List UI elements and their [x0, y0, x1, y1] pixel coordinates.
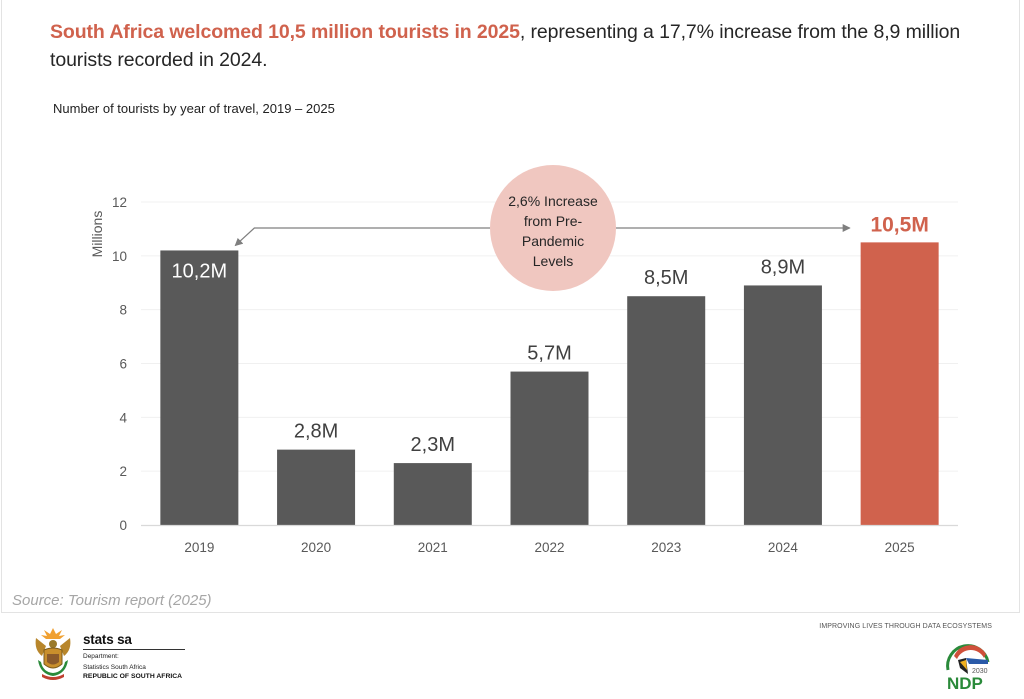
headline-highlight: South Africa welcomed 10,5 million touri…: [50, 21, 520, 43]
data-label: 8,5M: [644, 267, 688, 289]
x-tick-label: 2019: [184, 540, 214, 555]
data-labels: 10,2M 2,8M 2,3M 5,7M 8,5M 8,9M 10,5M: [172, 213, 929, 456]
annotation-callout: 2,6% Increase from Pre- Pandemic Levels: [234, 165, 851, 291]
callout-text-line: Levels: [533, 253, 573, 269]
bar-2019: [160, 250, 239, 525]
x-tick-label: 2020: [301, 540, 331, 555]
source-note: Source: Tourism report (2025): [12, 592, 212, 609]
callout-text-line: from Pre-: [524, 213, 583, 229]
y-tick-label: 10: [112, 249, 127, 264]
y-axis-label: Millions: [89, 211, 105, 258]
x-tick-label: 2024: [768, 540, 799, 555]
data-label: 8,9M: [761, 256, 805, 278]
department-name: Statistics South Africa: [83, 664, 146, 671]
x-tick-label: 2023: [651, 540, 681, 555]
bar-2024: [743, 285, 822, 525]
arrow-to-2019: [234, 227, 490, 247]
data-label: 2,8M: [294, 421, 338, 443]
bar-2020: [277, 449, 356, 525]
chart-subtitle: Number of tourists by year of travel, 20…: [53, 101, 335, 116]
y-tick-label: 8: [119, 303, 127, 318]
data-label: 5,7M: [527, 343, 571, 365]
x-tick-label: 2022: [534, 540, 564, 555]
callout-text-line: 2,6% Increase: [508, 193, 598, 209]
y-axis-ticks: 0 2 4 6 8 10 12: [112, 195, 128, 533]
stats-sa-brand: stats sa Department: Statistics South Af…: [83, 632, 187, 681]
coat-of-arms-icon: [35, 628, 71, 680]
bar-2022: [510, 371, 589, 525]
bars: [160, 242, 939, 525]
department-label: Department:: [83, 653, 119, 660]
content-frame: [1, 0, 1020, 613]
y-tick-label: 6: [119, 357, 127, 372]
bar-2025: [860, 242, 939, 525]
callout-text-line: Pandemic: [522, 233, 584, 249]
x-tick-label: 2021: [418, 540, 448, 555]
y-tick-label: 4: [119, 410, 127, 425]
data-label: 2,3M: [411, 434, 455, 456]
y-tick-label: 0: [119, 518, 127, 533]
headline: South Africa welcomed 10,5 million touri…: [50, 18, 1000, 74]
y-tick-label: 12: [112, 195, 127, 210]
ndp-text: NDP: [947, 674, 983, 692]
republic-label: REPUBLIC OF SOUTH AFRICA: [83, 673, 183, 680]
ndp-2030-logo-icon: 2030 NDP: [946, 644, 990, 692]
y-tick-label: 2: [119, 464, 127, 479]
callout-circle: [490, 165, 616, 291]
tagline: IMPROVING LIVES THROUGH DATA ECOSYSTEMS: [819, 623, 992, 630]
headline-rest: , representing a 17,7% increase from the…: [50, 21, 961, 71]
bar-2023: [627, 296, 706, 525]
x-tick-label: 2025: [885, 540, 915, 555]
data-label: 10,2M: [172, 260, 228, 282]
x-axis-ticks: 2019 2020 2021 2022 2023 2024 2025: [184, 540, 914, 555]
brand-name: stats sa: [83, 632, 185, 650]
bar-2021: [393, 463, 472, 525]
data-label: 10,5M: [870, 213, 928, 236]
footer: stats sa Department: Statistics South Af…: [0, 614, 1024, 699]
ndp-year: 2030: [972, 668, 988, 675]
